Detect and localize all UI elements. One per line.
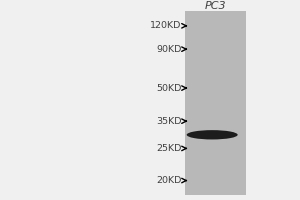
- Ellipse shape: [187, 130, 238, 139]
- Text: 120KD: 120KD: [150, 21, 182, 30]
- Text: 90KD: 90KD: [156, 45, 182, 54]
- Text: 25KD: 25KD: [156, 144, 182, 153]
- Text: PC3: PC3: [205, 1, 227, 11]
- Text: 35KD: 35KD: [156, 117, 182, 126]
- Bar: [184, 11, 246, 195]
- Text: 50KD: 50KD: [156, 84, 182, 93]
- Text: 20KD: 20KD: [156, 176, 182, 185]
